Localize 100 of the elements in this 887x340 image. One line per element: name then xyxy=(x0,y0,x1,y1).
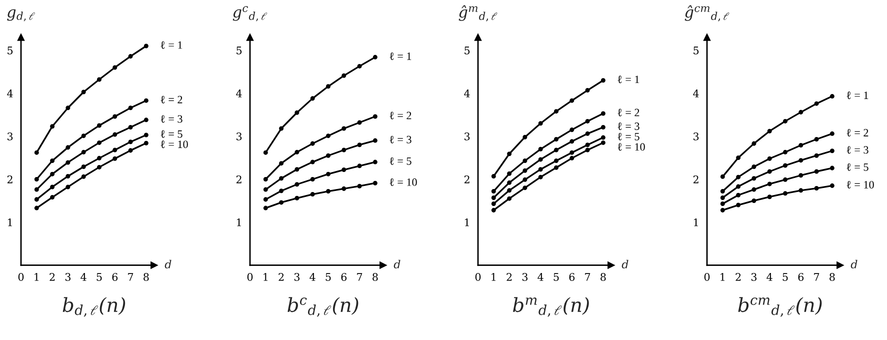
point xyxy=(830,131,834,136)
x-tick-label: 4 xyxy=(538,273,544,281)
x-tick-label: 4 xyxy=(766,273,772,281)
x-tick-label: 3 xyxy=(751,273,756,281)
point xyxy=(585,142,590,148)
y-tick-label: 4 xyxy=(7,90,13,98)
x-tick-label: 4 xyxy=(80,273,86,281)
x-tick-label: 5 xyxy=(96,273,102,281)
point xyxy=(263,176,268,182)
point xyxy=(279,200,284,205)
point xyxy=(554,148,558,152)
x-tick-label: 0 xyxy=(704,273,710,281)
x-tick-label: 6 xyxy=(112,273,118,281)
point xyxy=(357,184,362,188)
point xyxy=(372,138,378,143)
point xyxy=(279,126,284,131)
point xyxy=(112,114,118,119)
text: b$_{d,ℓ}$(n) xyxy=(62,297,126,317)
x-tick-label: 2 xyxy=(506,273,512,281)
point xyxy=(81,174,86,179)
point xyxy=(96,77,102,82)
y-axis-title: ĝ$^{cm}$$_{d,ℓ}$ xyxy=(684,5,730,22)
point xyxy=(144,118,148,122)
y-axis-title: g$_{d,ℓ}$ xyxy=(7,9,35,22)
y-tick-label: 4 xyxy=(464,90,470,98)
x-tick-label: 8 xyxy=(600,273,606,281)
text: b$^{cm}$$_{d,ℓ}$(n) xyxy=(738,297,822,317)
text: b$^{c}$$_{d,ℓ}$(n) xyxy=(288,297,358,317)
point xyxy=(34,176,39,182)
point xyxy=(830,166,834,170)
point xyxy=(736,184,741,189)
point xyxy=(720,195,725,200)
series-label: ℓ = 5 xyxy=(618,132,640,140)
point xyxy=(507,171,512,176)
x-tick-label: 5 xyxy=(326,273,331,281)
point xyxy=(507,152,512,156)
series-label: ℓ = 5 xyxy=(160,130,182,138)
y-tick-label: 2 xyxy=(464,175,470,184)
point xyxy=(585,118,590,124)
point xyxy=(554,109,558,114)
point xyxy=(294,110,300,115)
point xyxy=(554,158,558,164)
point xyxy=(294,150,300,154)
point xyxy=(782,191,788,196)
series-label: ℓ = 1 xyxy=(618,76,640,84)
series-label: ℓ = 3 xyxy=(618,122,640,130)
y-tick-label: 5 xyxy=(236,46,242,54)
y-tick-label: 5 xyxy=(8,46,13,54)
point xyxy=(767,156,772,161)
point xyxy=(310,96,315,101)
y-tick-label: 4 xyxy=(693,90,699,98)
point xyxy=(144,98,148,103)
x-tick-label: 1 xyxy=(492,273,496,281)
point xyxy=(522,186,528,190)
point xyxy=(491,174,496,178)
point xyxy=(798,188,804,193)
point xyxy=(342,148,346,152)
point xyxy=(128,140,133,144)
y-tick-label: 2 xyxy=(236,175,242,184)
point xyxy=(830,148,834,154)
x-tick-label: 8 xyxy=(372,273,378,281)
point xyxy=(81,90,86,94)
point xyxy=(538,157,543,162)
point xyxy=(294,182,300,187)
series-label: ℓ = 3 xyxy=(160,115,182,123)
point xyxy=(294,167,300,172)
point xyxy=(96,140,102,145)
x-tick-label: 1 xyxy=(720,273,724,281)
series-label: ℓ = 3 xyxy=(846,146,868,154)
text: b$^{m}$$_{d,ℓ}$(n) xyxy=(513,297,589,317)
y-tick-label: 4 xyxy=(236,90,242,98)
point xyxy=(782,163,788,168)
series-label: ℓ = 10 xyxy=(390,178,417,186)
point xyxy=(491,208,496,212)
y-tick-label: 2 xyxy=(693,175,698,184)
y-tick-label: 3 xyxy=(464,132,470,140)
x-axis-title: d xyxy=(850,260,858,268)
x-tick-label: 0 xyxy=(18,273,24,281)
point xyxy=(294,196,300,200)
point xyxy=(814,153,819,158)
point xyxy=(570,150,574,155)
x-tick-label: 5 xyxy=(554,273,559,281)
point xyxy=(372,160,378,164)
point xyxy=(310,176,315,182)
point xyxy=(357,64,362,68)
series-label: ℓ = 5 xyxy=(846,163,868,171)
point xyxy=(522,134,528,140)
point xyxy=(767,169,772,174)
x-tick-label: 7 xyxy=(814,273,820,281)
point xyxy=(81,134,86,138)
point xyxy=(310,160,315,164)
x-tick-label: 8 xyxy=(144,273,149,281)
point xyxy=(50,172,55,176)
point xyxy=(279,161,284,166)
point xyxy=(128,148,133,153)
point xyxy=(782,150,788,154)
y-tick-label: 3 xyxy=(8,132,13,140)
point xyxy=(752,198,756,203)
point xyxy=(522,158,528,164)
point xyxy=(50,158,55,164)
